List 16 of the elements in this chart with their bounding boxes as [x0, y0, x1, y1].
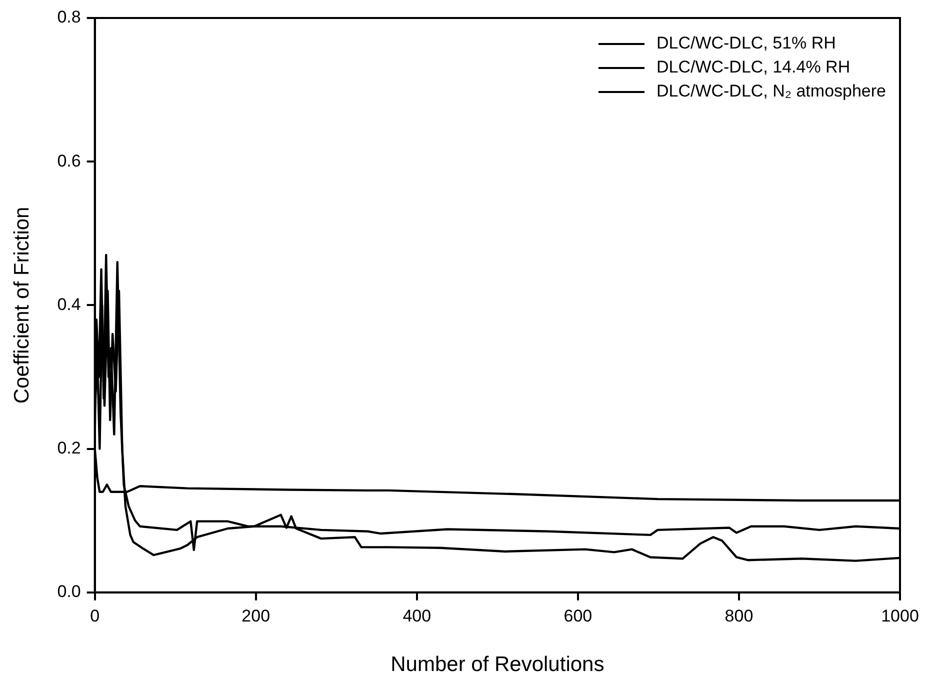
x-tick-label: 200 — [242, 606, 270, 626]
legend-label: DLC/WC-DLC, 14.4% RH — [656, 58, 850, 77]
x-tick-label: 1000 — [881, 606, 919, 626]
y-axis-title: Coefficient of Friction — [10, 206, 34, 404]
y-tick-label: 0.6 — [57, 151, 81, 170]
y-tick-label: 0.2 — [57, 438, 81, 458]
y-tick-label: 0.4 — [57, 294, 81, 314]
x-tick-label: 0 — [90, 606, 100, 626]
legend-label: DLC/WC-DLC, N₂ atmosphere — [656, 82, 886, 101]
x-tick-label: 600 — [564, 606, 592, 626]
x-tick-label: 400 — [402, 606, 432, 626]
legend-label: DLC/WC-DLC, 51% RH — [656, 34, 836, 53]
y-tick-label: 0.8 — [57, 8, 81, 27]
x-tick-label: 800 — [724, 606, 754, 626]
x-axis-title: Number of Revolutions — [390, 653, 604, 676]
y-tick-label: 0.0 — [57, 582, 81, 602]
